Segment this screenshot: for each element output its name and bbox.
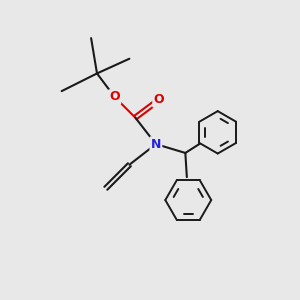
Text: O: O <box>154 93 164 106</box>
Text: N: N <box>151 138 161 151</box>
Text: O: O <box>110 91 120 103</box>
